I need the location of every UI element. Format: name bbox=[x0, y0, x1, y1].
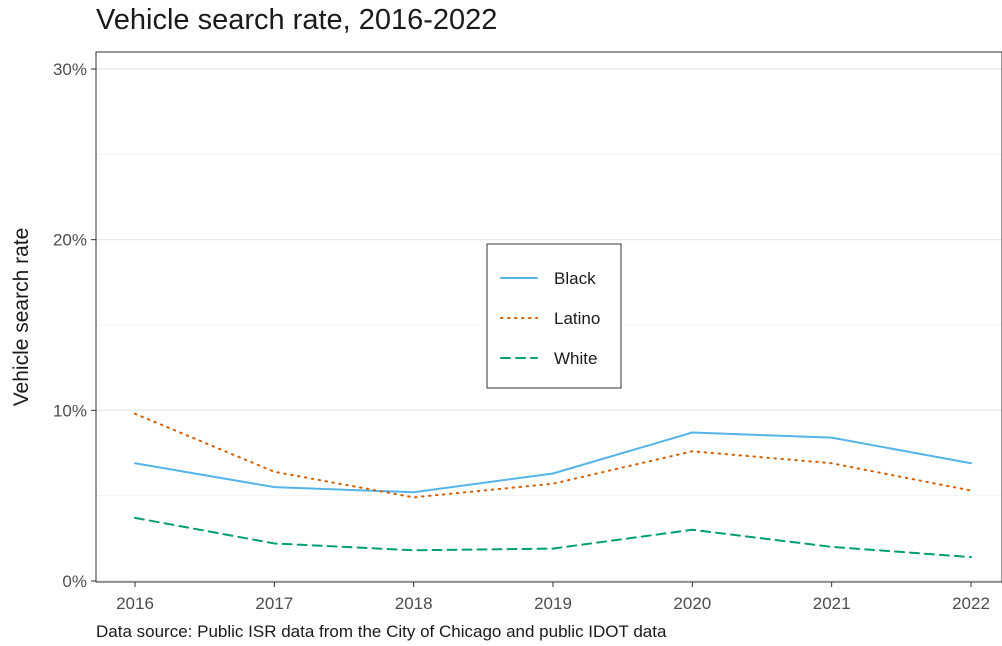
series-line-latino bbox=[134, 412, 972, 499]
chart-title: Vehicle search rate, 2016-2022 bbox=[96, 4, 498, 36]
x-tick-label: 2019 bbox=[534, 594, 572, 613]
y-tick-label: 30% bbox=[53, 60, 87, 79]
legend-label-latino: Latino bbox=[554, 309, 600, 328]
x-tick-label: 2020 bbox=[673, 594, 711, 613]
legend-label-white: White bbox=[554, 349, 597, 368]
legend-box bbox=[486, 243, 622, 389]
series-line-white bbox=[134, 516, 972, 559]
axes: 0% 10% 20% 30% 2016 2017 2018 2019 2020 2021 2022 bbox=[53, 60, 990, 613]
y-tick-label: 20% bbox=[53, 231, 87, 250]
grid-lines bbox=[96, 68, 1002, 582]
y-tick-label: 0% bbox=[62, 572, 87, 591]
series-lines bbox=[134, 412, 972, 559]
x-tick-label: 2018 bbox=[395, 594, 433, 613]
series-line-black bbox=[134, 431, 972, 494]
x-tick-label: 2021 bbox=[813, 594, 851, 613]
data-source-caption: Data source: Public ISR data from the Ci… bbox=[96, 622, 667, 641]
legend-label-black: Black bbox=[554, 269, 596, 288]
x-tick-label: 2022 bbox=[952, 594, 990, 613]
legend: Black Latino White bbox=[486, 243, 622, 389]
x-tick-label: 2017 bbox=[255, 594, 293, 613]
plot-panel-border bbox=[95, 51, 1002, 583]
x-tick-label: 2016 bbox=[116, 594, 154, 613]
y-tick-label: 10% bbox=[53, 401, 87, 420]
